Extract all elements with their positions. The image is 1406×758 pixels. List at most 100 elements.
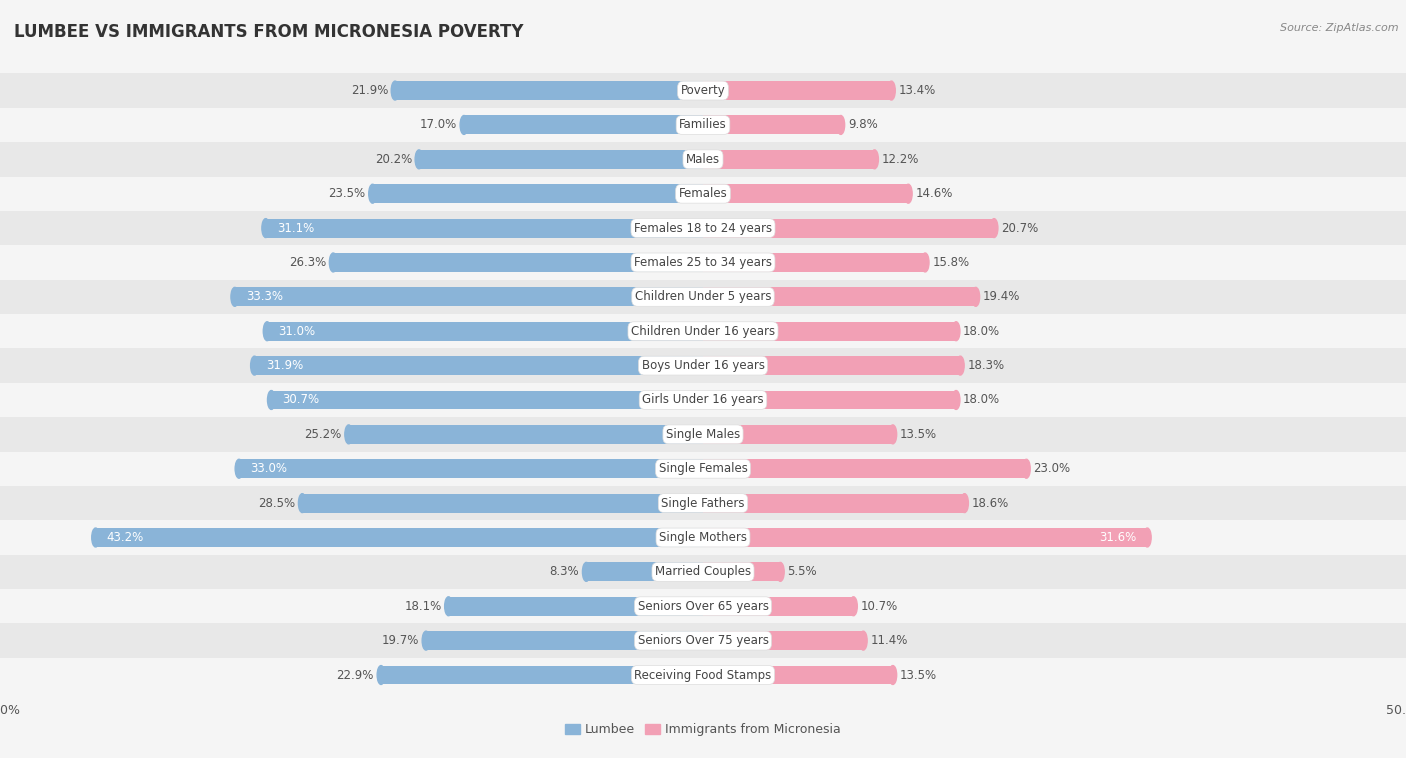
Text: 31.9%: 31.9% (266, 359, 302, 372)
Circle shape (415, 150, 423, 169)
Bar (703, 321, 956, 340)
Text: 18.1%: 18.1% (405, 600, 441, 612)
Bar (0, 280, 1406, 314)
Circle shape (859, 631, 868, 650)
Bar (0, 246, 1406, 280)
Bar (0, 177, 1406, 211)
Text: 33.0%: 33.0% (250, 462, 287, 475)
Text: 22.9%: 22.9% (336, 669, 374, 681)
Text: 25.2%: 25.2% (305, 428, 342, 441)
Text: 10.7%: 10.7% (860, 600, 897, 612)
Text: Females 18 to 24 years: Females 18 to 24 years (634, 221, 772, 234)
Text: 31.1%: 31.1% (277, 221, 314, 234)
Bar (267, 321, 703, 340)
Text: 20.7%: 20.7% (1001, 221, 1038, 234)
Bar (586, 562, 703, 581)
Circle shape (889, 666, 897, 684)
Bar (0, 211, 1406, 246)
Text: 17.0%: 17.0% (420, 118, 457, 131)
Circle shape (329, 253, 337, 272)
Text: 13.4%: 13.4% (898, 84, 935, 97)
Text: Source: ZipAtlas.com: Source: ZipAtlas.com (1281, 23, 1399, 33)
Bar (271, 390, 703, 409)
Text: 31.6%: 31.6% (1099, 531, 1136, 544)
Bar (302, 493, 703, 512)
Bar (449, 597, 703, 615)
Bar (703, 253, 925, 272)
Bar (703, 666, 893, 684)
Text: 28.5%: 28.5% (259, 496, 295, 509)
Bar (266, 218, 703, 237)
Circle shape (460, 115, 468, 134)
Bar (0, 349, 1406, 383)
Text: 15.8%: 15.8% (932, 256, 969, 269)
Text: 13.5%: 13.5% (900, 428, 936, 441)
Text: Children Under 16 years: Children Under 16 years (631, 324, 775, 338)
Bar (0, 658, 1406, 692)
Bar (703, 459, 1026, 478)
Bar (96, 528, 703, 547)
Circle shape (368, 184, 377, 203)
Text: Males: Males (686, 153, 720, 166)
Circle shape (298, 493, 307, 512)
Bar (703, 218, 994, 237)
Circle shape (582, 562, 591, 581)
Text: 19.4%: 19.4% (983, 290, 1021, 303)
Circle shape (263, 321, 271, 340)
Text: Children Under 5 years: Children Under 5 years (634, 290, 772, 303)
Circle shape (422, 631, 430, 650)
Bar (703, 597, 853, 615)
Text: 11.4%: 11.4% (870, 634, 908, 647)
Bar (239, 459, 703, 478)
Text: Seniors Over 75 years: Seniors Over 75 years (637, 634, 769, 647)
Text: Seniors Over 65 years: Seniors Over 65 years (637, 600, 769, 612)
Bar (0, 108, 1406, 143)
Circle shape (960, 493, 969, 512)
Text: 18.3%: 18.3% (967, 359, 1004, 372)
Text: 5.5%: 5.5% (787, 565, 817, 578)
Circle shape (904, 184, 912, 203)
Circle shape (972, 287, 980, 306)
Text: Single Fathers: Single Fathers (661, 496, 745, 509)
Text: Single Males: Single Males (666, 428, 740, 441)
Bar (0, 520, 1406, 555)
Circle shape (921, 253, 929, 272)
Text: Single Mothers: Single Mothers (659, 531, 747, 544)
Text: Females: Females (679, 187, 727, 200)
Bar (0, 143, 1406, 177)
Circle shape (952, 321, 960, 340)
Circle shape (231, 287, 239, 306)
Bar (0, 74, 1406, 108)
Bar (349, 425, 703, 444)
Bar (703, 150, 875, 169)
Text: 21.9%: 21.9% (350, 84, 388, 97)
Circle shape (91, 528, 100, 547)
Bar (0, 486, 1406, 520)
Bar (419, 150, 703, 169)
Bar (254, 356, 703, 375)
Bar (703, 528, 1147, 547)
Bar (0, 623, 1406, 658)
Text: 43.2%: 43.2% (107, 531, 143, 544)
Bar (395, 81, 703, 100)
Bar (703, 356, 960, 375)
Circle shape (1022, 459, 1031, 478)
Bar (0, 452, 1406, 486)
Text: Single Females: Single Females (658, 462, 748, 475)
Circle shape (837, 115, 845, 134)
Text: 12.2%: 12.2% (882, 153, 920, 166)
Bar (703, 287, 976, 306)
Bar (703, 493, 965, 512)
Circle shape (377, 666, 385, 684)
Bar (0, 314, 1406, 349)
Text: Girls Under 16 years: Girls Under 16 years (643, 393, 763, 406)
Bar (464, 115, 703, 134)
Circle shape (391, 81, 399, 100)
Text: 18.0%: 18.0% (963, 324, 1000, 338)
Circle shape (250, 356, 259, 375)
Text: Poverty: Poverty (681, 84, 725, 97)
Bar (703, 631, 863, 650)
Text: Families: Families (679, 118, 727, 131)
Text: 23.5%: 23.5% (329, 187, 366, 200)
Circle shape (235, 459, 243, 478)
